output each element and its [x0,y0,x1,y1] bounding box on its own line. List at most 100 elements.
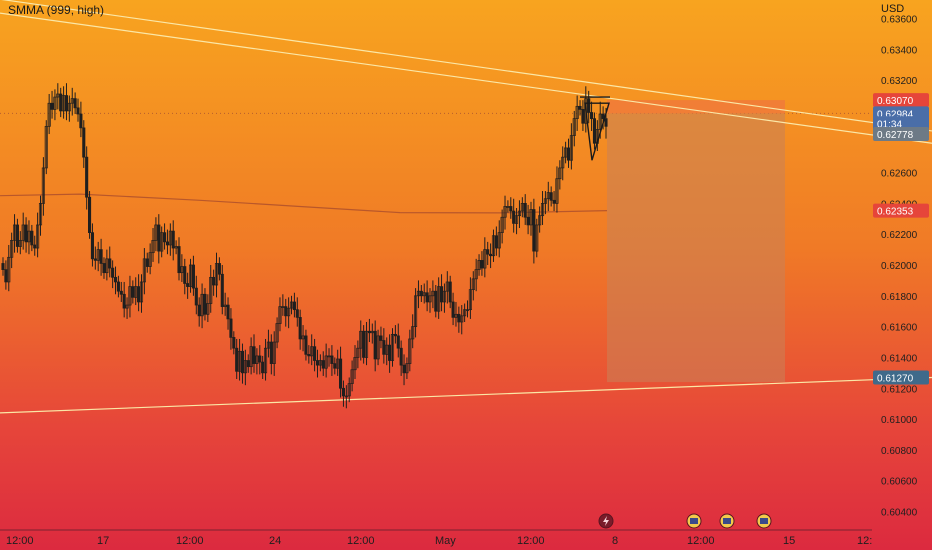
candle[interactable] [388,344,392,361]
candle[interactable] [408,338,412,364]
candle[interactable] [44,125,48,169]
candle[interactable] [434,290,438,312]
candle[interactable] [364,330,369,358]
candle[interactable] [370,330,374,334]
candle[interactable] [226,304,230,320]
candle[interactable] [549,192,553,201]
candle[interactable] [318,360,322,366]
candle[interactable] [252,346,256,364]
candle[interactable] [460,315,464,323]
candle[interactable] [235,347,239,372]
trendline-2[interactable] [0,12,932,144]
candle[interactable] [411,326,415,340]
candle[interactable] [448,281,452,303]
candle[interactable] [569,135,573,161]
candle[interactable] [543,198,547,204]
candle[interactable] [246,360,250,368]
triangle-drawing[interactable] [584,102,610,161]
candle[interactable] [442,290,446,303]
candle[interactable] [174,246,178,249]
candle[interactable] [10,239,14,258]
trendline-3[interactable] [0,376,932,414]
candle[interactable] [116,281,120,292]
candle[interactable] [137,286,141,303]
candle[interactable] [113,276,118,283]
candle[interactable] [50,102,54,110]
candle[interactable] [36,224,40,249]
candle[interactable] [220,273,224,307]
candle[interactable] [24,224,28,243]
candle[interactable] [552,199,556,204]
candle[interactable] [93,258,97,261]
candle[interactable] [272,341,276,364]
candle[interactable] [278,306,282,324]
candle[interactable] [353,357,357,371]
candle[interactable] [90,232,94,260]
candle[interactable] [558,167,562,180]
candle[interactable] [350,369,354,384]
candle[interactable] [145,258,149,267]
candle[interactable] [157,224,161,252]
candle[interactable] [310,346,314,357]
candle[interactable] [122,293,126,309]
candle[interactable] [517,210,521,217]
candle[interactable] [298,317,302,340]
candle[interactable] [76,107,80,115]
candle[interactable] [385,344,389,355]
candle[interactable] [414,295,418,327]
candle[interactable] [356,347,360,358]
candle[interactable] [73,98,77,109]
candle[interactable] [301,335,305,340]
candle[interactable] [142,258,146,283]
candle[interactable] [59,93,63,112]
candle[interactable] [359,330,363,349]
candle[interactable] [62,95,66,112]
candle[interactable] [546,192,550,200]
candle[interactable] [255,355,259,364]
candle[interactable] [119,290,123,295]
candle[interactable] [200,293,204,317]
candle[interactable] [88,196,92,233]
candle[interactable] [197,304,201,317]
candle[interactable] [474,269,478,280]
candle[interactable] [405,363,409,374]
candle[interactable] [431,290,435,297]
candle[interactable] [15,224,19,247]
candle[interactable] [315,360,320,366]
candle[interactable] [249,346,253,368]
candle[interactable] [41,167,45,204]
candle[interactable] [191,264,195,289]
candle[interactable] [102,263,106,274]
candle[interactable] [186,283,190,287]
candle[interactable] [509,206,513,212]
candle[interactable] [111,267,115,278]
candle[interactable] [295,309,299,318]
candle[interactable] [566,147,571,161]
candle[interactable] [232,337,236,349]
candle[interactable] [506,206,510,208]
candle[interactable] [437,286,441,312]
candle[interactable] [38,203,43,226]
candle[interactable] [128,286,132,306]
candle[interactable] [477,260,481,270]
candle[interactable] [261,361,265,374]
candle[interactable] [422,292,426,297]
candle[interactable] [134,286,138,298]
candle[interactable] [223,304,227,307]
candle[interactable] [393,333,397,337]
candle[interactable] [258,355,262,363]
candle[interactable] [396,335,400,349]
candle[interactable] [151,239,155,254]
candle[interactable] [572,118,576,136]
candle[interactable] [18,239,22,247]
candle[interactable] [584,98,588,124]
candle[interactable] [390,333,395,361]
candle[interactable] [468,289,472,311]
candle[interactable] [532,209,536,252]
candle[interactable] [341,387,345,397]
candle[interactable] [214,263,219,286]
candle[interactable] [194,287,198,306]
candle[interactable] [183,266,187,284]
candle[interactable] [555,178,559,204]
candle[interactable] [168,230,172,246]
